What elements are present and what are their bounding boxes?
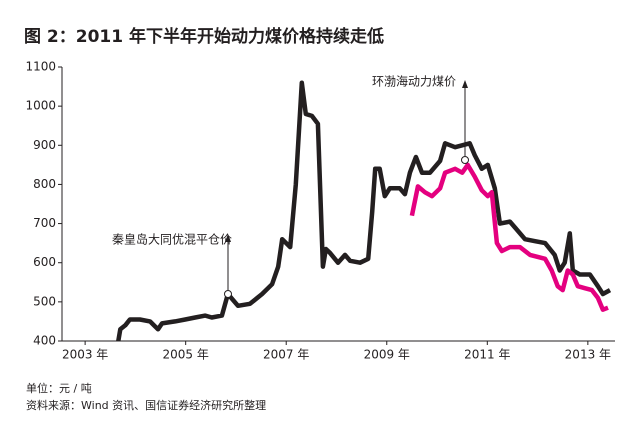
x-tick-label: 2003 年 (62, 348, 108, 362)
annotation-point (461, 156, 469, 164)
y-tick-label: 600 (33, 255, 56, 269)
annotation-point (224, 290, 232, 298)
annotation: 环渤海动力煤价 (372, 74, 456, 89)
x-tick-label: 2013 年 (565, 348, 611, 362)
y-tick-label: 700 (33, 216, 56, 230)
y-tick-label: 1000 (25, 99, 56, 113)
y-tick-label: 500 (33, 294, 56, 308)
arrow-head (225, 234, 231, 242)
x-tick-label: 2007 年 (263, 348, 309, 362)
y-tick-label: 900 (33, 138, 56, 152)
x-tick-label: 2005 年 (162, 348, 208, 362)
x-tick-label: 2011 年 (464, 348, 510, 362)
line-series (116, 80, 612, 342)
chart-title: 图 2：2011 年下半年开始动力煤价格持续走低 (24, 26, 384, 47)
arrow-head (462, 80, 468, 88)
annotation: 秦皇岛大同优混平仓价 (112, 232, 232, 247)
unit-note: 单位：元 / 吨 (26, 381, 92, 395)
source-note: 资料来源：Wind 资讯、国信证券经济研究所整理 (26, 398, 266, 412)
y-tick-label: 800 (33, 177, 56, 191)
y-tick-label: 400 (33, 334, 56, 348)
y-tick-label: 1100 (25, 60, 56, 74)
x-tick-label: 2009 年 (364, 348, 410, 362)
line-series (409, 162, 609, 312)
